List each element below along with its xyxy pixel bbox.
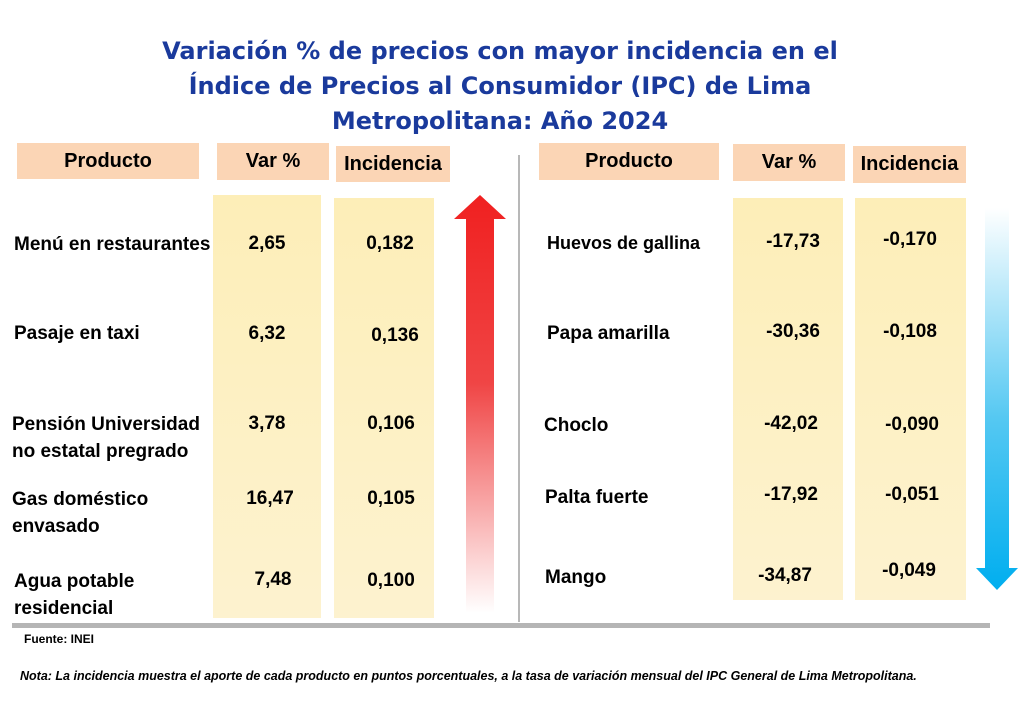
divider xyxy=(518,155,520,622)
var-value: 6,32 xyxy=(248,323,286,344)
incidencia-column-right xyxy=(855,198,966,600)
bottom-rule xyxy=(12,623,990,628)
product-name: Gas doméstico envasado xyxy=(12,489,149,537)
incidencia-value: 0,182 xyxy=(366,233,414,254)
product-name: Huevos de gallina xyxy=(547,233,701,253)
header-incidencia-left: Incidencia xyxy=(336,146,450,182)
source-text: Fuente: INEI xyxy=(24,632,95,646)
note-text: Nota: La incidencia muestra el aporte de… xyxy=(20,669,917,683)
incidencia-column-left xyxy=(334,198,434,618)
title-line: Variación % de precios con mayor inciden… xyxy=(162,37,838,65)
product-name: Agua potable residencial xyxy=(14,571,135,619)
var-value: 3,78 xyxy=(248,413,286,434)
var-value: 16,47 xyxy=(246,488,294,509)
incidencia-value: 0,105 xyxy=(367,488,415,509)
product-name: Menú en restaurantes xyxy=(14,234,211,255)
title-line: Índice de Precios al Consumidor (IPC) de… xyxy=(188,72,812,100)
var-value: -17,92 xyxy=(764,484,818,505)
incidencia-value: 0,136 xyxy=(371,325,419,346)
incidencia-value: 0,100 xyxy=(367,570,415,591)
var-value: 7,48 xyxy=(254,569,292,590)
product-name: Palta fuerte xyxy=(545,487,649,508)
page-title: Variación % de precios con mayor inciden… xyxy=(0,34,1000,139)
var-value: -34,87 xyxy=(758,565,812,586)
header-producto-right: Producto xyxy=(539,143,719,180)
product-name: Pensión Universidad no estatal pregrado xyxy=(12,414,200,462)
header-var-left: Var % xyxy=(217,143,329,180)
incidencia-value: -0,108 xyxy=(883,321,937,342)
header-incidencia-right: Incidencia xyxy=(853,146,966,183)
title-line: Metropolitana: Año 2024 xyxy=(331,107,669,135)
incidencia-value: 0,106 xyxy=(367,413,415,434)
header-producto-left: Producto xyxy=(17,143,199,179)
product-name: Pasaje en taxi xyxy=(14,323,140,344)
var-value: 2,65 xyxy=(248,233,286,254)
var-value: -30,36 xyxy=(766,321,820,342)
incidencia-value: -0,051 xyxy=(885,484,939,505)
incidencia-value: -0,090 xyxy=(885,414,939,435)
var-column-right xyxy=(733,198,843,600)
var-column-left xyxy=(213,195,321,618)
product-name: Mango xyxy=(545,567,607,588)
incidencia-value: -0,049 xyxy=(882,560,936,581)
product-name: Choclo xyxy=(544,415,609,436)
var-value: -42,02 xyxy=(764,413,818,434)
incidencia-value: -0,170 xyxy=(883,229,937,250)
up-arrow-icon xyxy=(454,195,506,613)
header-var-right: Var % xyxy=(733,144,845,181)
down-arrow-icon xyxy=(976,208,1018,590)
product-name: Papa amarilla xyxy=(547,323,670,344)
var-value: -17,73 xyxy=(766,231,820,252)
